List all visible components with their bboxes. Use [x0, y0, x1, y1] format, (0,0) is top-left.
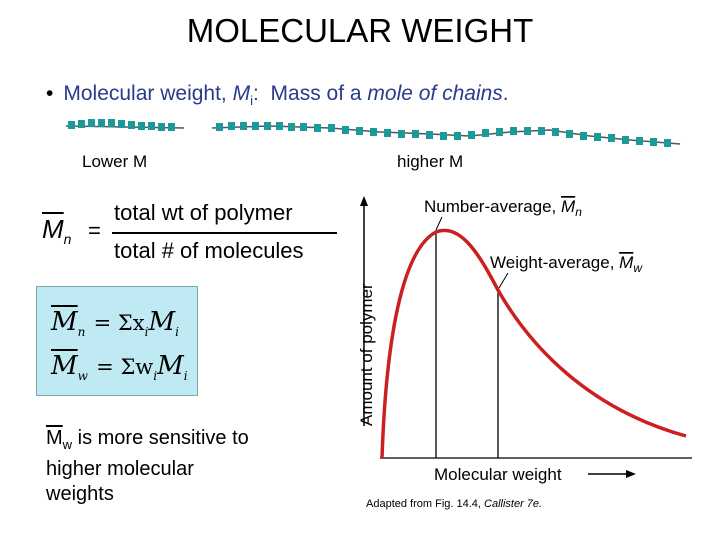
- formula-lhs-symbol: M: [42, 214, 64, 244]
- note-sub: w: [62, 437, 73, 452]
- note-line-3: weights: [46, 483, 114, 505]
- x-arrow-head: [626, 470, 636, 478]
- bullet-point: • Molecular weight, Mi: Mass of a mole of…: [46, 82, 509, 108]
- note-line-1: Mw is more sensitive to: [46, 426, 316, 457]
- mw-rhs: = Σw: [96, 355, 154, 379]
- sensitivity-note: Mw is more sensitive to higher molecular…: [46, 426, 316, 507]
- long-chain-illustration: [211, 122, 681, 147]
- formula-denominator: total # of molecules: [114, 238, 304, 263]
- higher-m-label: higher M: [397, 152, 464, 171]
- mw-rhs-sub: i: [153, 369, 158, 384]
- bullet-mole-of-chains: mole of chains: [367, 82, 503, 105]
- bullet-prefix: Molecular weight,: [63, 82, 233, 105]
- lower-m-label: Lower M: [82, 152, 148, 171]
- formula-numerator: total wt of polymer: [114, 200, 293, 225]
- caption-source: Callister 7e.: [484, 498, 543, 510]
- note-line-2: higher molecular: [46, 458, 194, 480]
- bullet-subscript: i: [250, 93, 253, 109]
- bullet-symbol: M: [232, 82, 251, 105]
- weight-average-symbol: M: [619, 253, 634, 272]
- formula-lhs-sub: n: [63, 231, 72, 248]
- number-average-formula: Mn = total wt of polymer total # of mole…: [40, 196, 340, 266]
- mw-rhs-end-sub: i: [183, 369, 188, 384]
- note-symbol: M: [46, 427, 63, 449]
- molecular-weight-distribution-graph: Amount of polymer Molecular weight Numbe…: [357, 190, 692, 484]
- number-average-pointer: [435, 216, 443, 231]
- mw-rhs-end: M: [157, 351, 184, 381]
- bullet-period: .: [502, 82, 509, 105]
- number-average-sub: n: [575, 205, 582, 219]
- y-axis-label: Amount of polymer: [357, 283, 376, 426]
- weight-average-label: Weight-average, Mw: [490, 253, 643, 275]
- mw-symbol: M: [51, 351, 78, 381]
- figure-caption: Adapted from Fig. 14.4, Callister 7e.: [366, 498, 542, 510]
- mw-sub: w: [77, 369, 88, 384]
- mw-equation: Mw = ΣwiMi: [51, 351, 188, 383]
- mn-rhs: = Σx: [93, 311, 145, 335]
- mn-rhs-end: M: [148, 307, 176, 337]
- note-text-1: is more sensitive to: [72, 427, 249, 449]
- y-arrow-head: [360, 196, 368, 206]
- mn-equation: Mn = ΣxiMi: [51, 307, 179, 339]
- number-average-label: Number-average, Mn: [424, 197, 582, 219]
- mn-rhs-sub: i: [144, 325, 149, 340]
- fraction-bar: [112, 232, 337, 234]
- mn-symbol: M: [51, 307, 78, 337]
- mn-sub: n: [77, 325, 86, 340]
- bullet-mass-of: Mass of a: [270, 82, 368, 105]
- bullet-dot: •: [46, 82, 54, 105]
- bullet-colon: :: [253, 82, 259, 105]
- x-axis-label: Molecular weight: [434, 465, 562, 484]
- formula-lhs: Mn: [42, 214, 71, 247]
- distribution-curve: [380, 228, 687, 459]
- averages-equation-box: Mn = ΣxiMi Mw = ΣwiMi: [36, 286, 198, 396]
- formula-equals: =: [88, 218, 101, 243]
- short-chain-illustration: [65, 119, 185, 131]
- weight-average-sub: w: [633, 261, 643, 275]
- number-average-text: Number-average,: [424, 197, 561, 216]
- weight-average-text: Weight-average,: [490, 253, 619, 272]
- mn-rhs-end-sub: i: [175, 325, 179, 340]
- page-title: MOLECULAR WEIGHT: [186, 12, 534, 49]
- number-average-symbol: M: [561, 197, 576, 216]
- caption-prefix: Adapted from Fig. 14.4,: [366, 498, 485, 510]
- weight-average-pointer: [498, 272, 509, 289]
- plot-area: [380, 190, 692, 458]
